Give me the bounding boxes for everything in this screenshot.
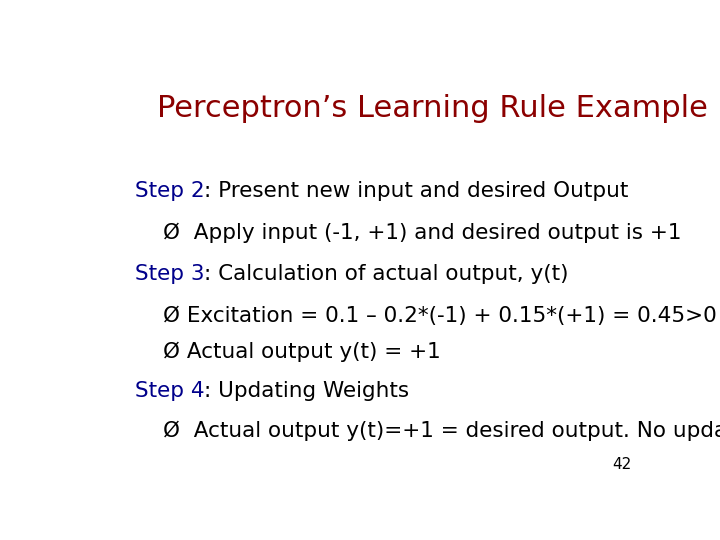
Text: Step 2: Step 2 [135,181,204,201]
Text: : Calculation of actual output, y(t): : Calculation of actual output, y(t) [204,265,569,285]
Text: Step 4: Step 4 [135,381,204,401]
Text: Ø  Apply input (-1, +1) and desired output is +1: Ø Apply input (-1, +1) and desired outpu… [163,223,681,243]
Text: : Present new input and desired Output: : Present new input and desired Output [204,181,629,201]
Text: Perceptron’s Learning Rule Example: Perceptron’s Learning Rule Example [157,94,708,123]
Text: Step 3: Step 3 [135,265,204,285]
Text: Ø Excitation = 0.1 – 0.2*(-1) + 0.15*(+1) = 0.45>0: Ø Excitation = 0.1 – 0.2*(-1) + 0.15*(+1… [163,306,716,326]
Text: : Updating Weights: : Updating Weights [204,381,410,401]
Text: 42: 42 [612,457,631,472]
Text: Ø  Actual output y(t)=+1 = desired output. No update!: Ø Actual output y(t)=+1 = desired output… [163,420,720,441]
Text: Ø Actual output y(t) = +1: Ø Actual output y(t) = +1 [163,341,441,362]
